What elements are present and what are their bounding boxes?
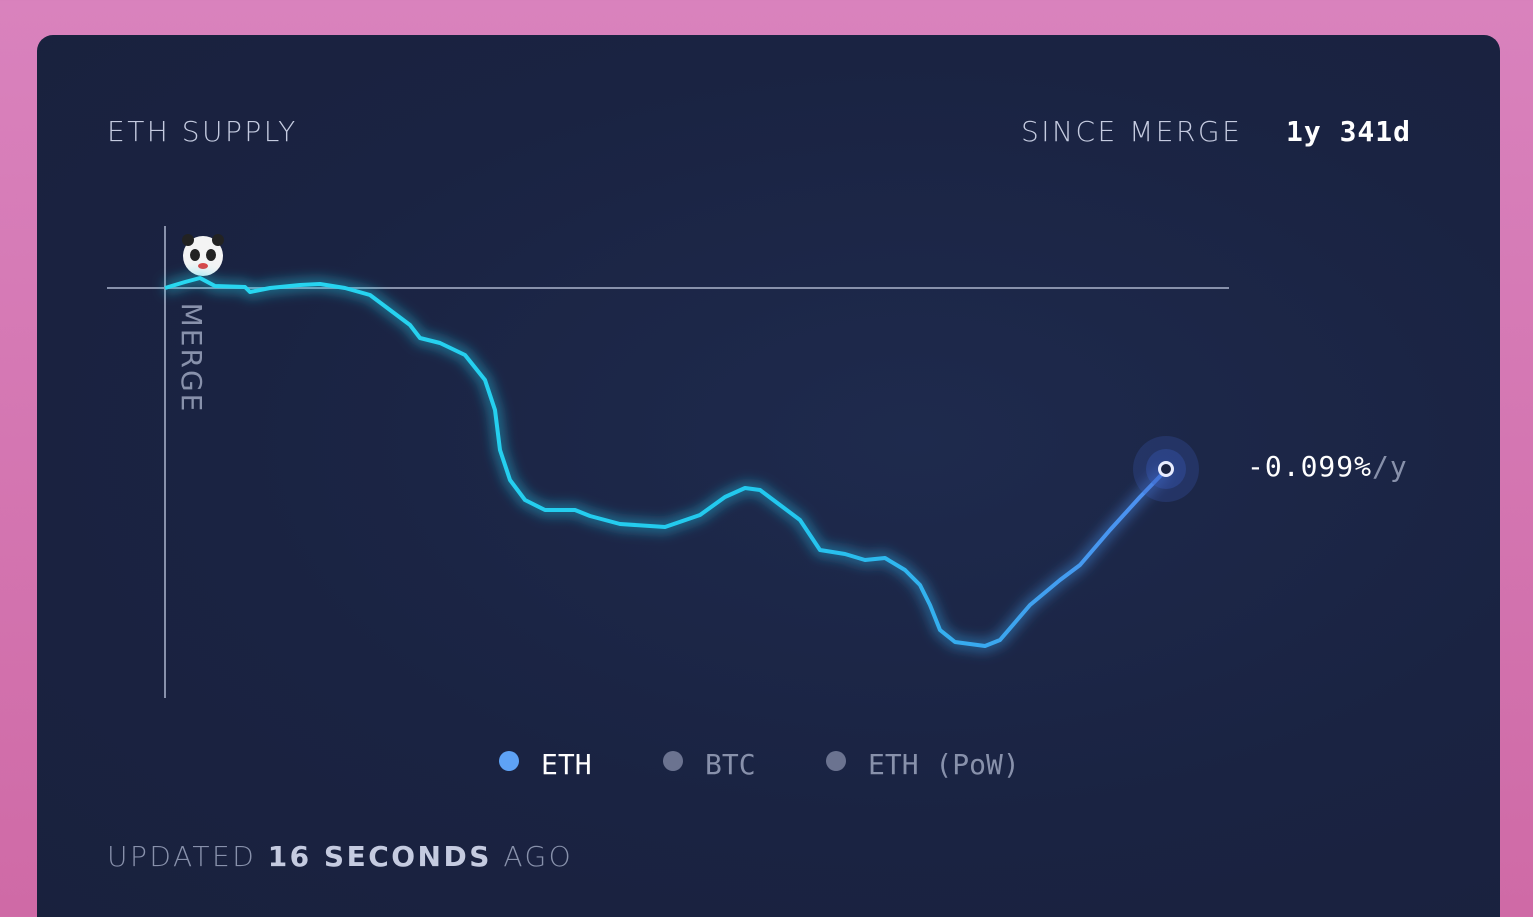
legend-label: ETH (PoW)	[868, 748, 1020, 781]
legend-item[interactable]: ETH (PoW)	[826, 748, 1020, 781]
footer-prefix: UPDATED	[107, 840, 257, 873]
legend-label: BTC	[705, 748, 756, 781]
rate-unit: /y	[1372, 450, 1408, 483]
supply-line	[164, 276, 1168, 648]
legend-item[interactable]: BTC	[663, 748, 756, 781]
legend-item[interactable]: ETH	[499, 748, 592, 781]
supply-line-glow	[163, 271, 1171, 653]
merge-label: MERGE	[175, 303, 208, 414]
footer-age: 16 SECONDS	[267, 840, 492, 873]
since-value: 1y 341d	[1286, 115, 1412, 148]
title: ETH SUPPLY	[107, 115, 298, 148]
rate-value: -0.099%	[1247, 450, 1373, 483]
footer-suffix: AGO	[503, 840, 574, 873]
endpoint	[1158, 461, 1174, 477]
legend-label: ETH	[541, 748, 592, 781]
since-label: SINCE MERGE	[1021, 115, 1243, 148]
panda-icon	[182, 234, 224, 276]
footer: UPDATED 16 SECONDS AGO	[107, 840, 573, 873]
supply-card	[37, 35, 1500, 917]
rate: -0.099%/y	[1247, 450, 1408, 483]
